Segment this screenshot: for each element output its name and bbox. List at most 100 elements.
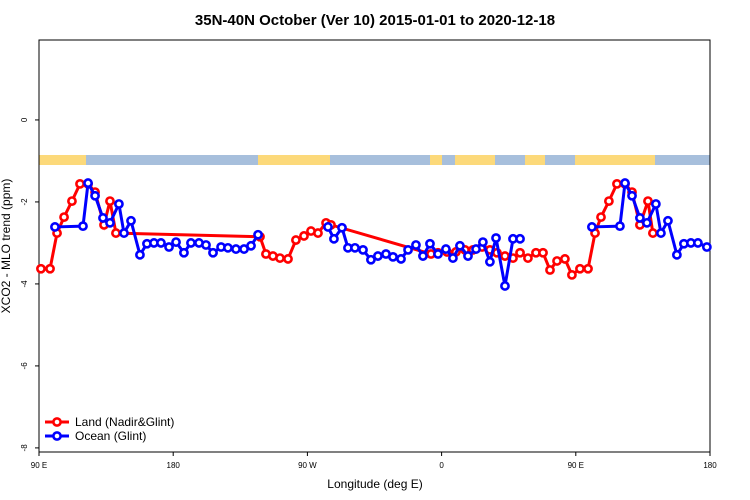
data-point	[114, 199, 124, 209]
data-point	[75, 178, 85, 189]
data-point	[246, 240, 256, 251]
data-point	[596, 212, 606, 222]
data-point	[583, 263, 593, 274]
land-mask	[39, 155, 710, 165]
x-tick-label: 90 E	[31, 461, 47, 470]
land-band	[39, 155, 86, 165]
data-point	[656, 228, 666, 238]
data-point	[615, 221, 625, 232]
data-point	[575, 263, 585, 274]
data-point	[291, 235, 301, 245]
data-point	[642, 217, 652, 228]
plot-frame	[38, 39, 711, 453]
data-point	[545, 265, 555, 275]
data-point	[523, 253, 533, 263]
data-point	[337, 222, 347, 233]
legend-marker	[52, 417, 62, 427]
data-point	[313, 228, 323, 238]
x-axis-label: Longitude (deg E)	[327, 477, 422, 491]
data-point	[396, 254, 406, 264]
x-tick-label: 0	[439, 461, 444, 470]
data-point	[663, 215, 673, 226]
data-point	[135, 249, 145, 260]
data-point	[366, 254, 376, 265]
data-point	[478, 237, 488, 248]
ocean-band	[39, 155, 710, 165]
series	[50, 178, 712, 291]
data-point	[98, 213, 108, 223]
data-point	[418, 251, 428, 261]
data-point	[604, 196, 614, 207]
data-point	[186, 238, 196, 248]
data-point	[560, 254, 570, 264]
data-point	[441, 244, 451, 254]
data-point	[283, 254, 293, 264]
data-point	[643, 196, 653, 207]
data-point	[299, 231, 309, 241]
data-point	[329, 233, 339, 244]
y-tick-label: -2	[20, 198, 29, 206]
legend-label: Ocean (Glint)	[75, 429, 146, 443]
data-point	[253, 229, 263, 240]
data-point	[78, 221, 88, 232]
data-point	[105, 217, 115, 228]
data-point	[485, 256, 495, 267]
y-tick-label: -6	[20, 362, 29, 370]
data-point	[231, 244, 241, 254]
data-point	[388, 251, 398, 262]
data-point	[620, 178, 630, 188]
data-point	[448, 253, 458, 263]
data-point	[515, 247, 525, 258]
data-point	[111, 228, 121, 238]
legend-marker	[52, 431, 62, 441]
land-band	[455, 155, 495, 165]
data-point	[358, 244, 368, 255]
x-tick-label: 180	[167, 461, 181, 470]
x-tick-label: 180	[703, 461, 717, 470]
data-point	[201, 240, 211, 250]
y-axis-label: XCO2 - MLO trend (ppm)	[0, 179, 13, 314]
data-point	[635, 213, 645, 223]
data-point	[90, 190, 100, 201]
data-point	[463, 251, 473, 261]
y-tick-label: 0	[20, 117, 29, 122]
data-point	[693, 238, 703, 248]
data-point	[171, 237, 181, 248]
legend-label: Land (Nadir&Glint)	[75, 415, 174, 429]
data-point	[491, 233, 501, 243]
data-point	[552, 256, 562, 266]
y-tick-label: -8	[20, 444, 29, 452]
land-band	[575, 155, 655, 165]
data-point	[119, 228, 129, 238]
data-point	[323, 222, 333, 232]
data-point	[350, 242, 360, 253]
data-point	[105, 196, 115, 207]
data-point	[59, 212, 69, 222]
series	[36, 178, 658, 280]
land-band	[525, 155, 545, 165]
data-point	[701, 242, 712, 252]
data-point	[471, 244, 481, 254]
data-point	[164, 242, 174, 252]
data-point	[587, 222, 597, 232]
data-point	[36, 263, 46, 274]
data-point	[455, 240, 465, 251]
data-point	[567, 270, 577, 280]
data-point	[45, 263, 55, 274]
data-point	[500, 251, 510, 261]
data-point	[208, 247, 218, 258]
data-point	[83, 178, 93, 188]
data-point	[647, 228, 658, 238]
data-point	[403, 244, 413, 255]
data-point	[411, 240, 421, 250]
data-point	[612, 178, 622, 189]
land-band	[430, 155, 442, 165]
data-point	[538, 247, 548, 258]
data-point	[156, 238, 166, 248]
data-point	[67, 196, 77, 207]
data-point	[179, 247, 189, 258]
y-tick-label: -4	[20, 280, 29, 288]
chart-title: 35N-40N October (Ver 10) 2015-01-01 to 2…	[195, 12, 555, 29]
